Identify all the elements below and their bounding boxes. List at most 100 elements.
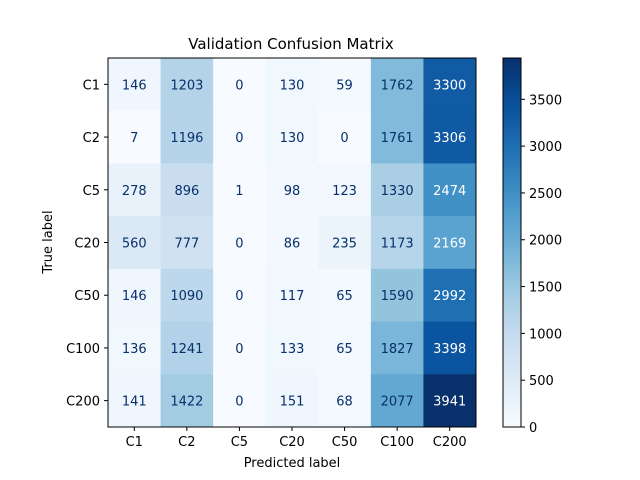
cell-value-label: 151 [280,395,305,410]
cell-value-label: 1203 [170,78,203,93]
colorbar-ticks: 0 500 1000 1500 2000 2500 3000 3500 [521,93,562,436]
matrix-cell [265,110,319,164]
x-tick-label: C5 [231,435,248,450]
matrix-cells [108,58,477,428]
matrix-cell [423,58,477,112]
cell-value-label: 133 [280,342,305,357]
cell-value-label: 777 [174,237,199,252]
y-tick-label: C100 [66,342,100,357]
cell-value-label: 1422 [170,395,203,410]
cell-value-label: 2474 [433,184,466,199]
cell-value-label: 1090 [170,289,203,304]
matrix-cell [318,58,372,112]
matrix-cell [160,321,214,375]
matrix-cell [213,110,267,164]
colorbar-tick-label: 2500 [529,187,562,202]
matrix-cell [265,163,319,217]
matrix-cell [213,374,267,428]
matrix-cell [318,216,372,270]
matrix-cell [318,110,372,164]
matrix-cell [213,216,267,270]
colorbar-tick-label: 1000 [529,327,562,342]
matrix-cell [265,58,319,112]
matrix-cell [423,216,477,270]
cell-value-label: 896 [174,184,199,199]
colorbar-tick-label: 500 [529,374,554,389]
cell-value-label: 0 [235,289,243,304]
matrix-cell [213,163,267,217]
matrix-cell [160,268,214,322]
matrix-cell [108,268,161,322]
matrix-cell [370,374,424,428]
matrix-value-labels: 146 1203 0 130 59 1762 3300 7 1196 0 130 0 1761 3306 2… [122,78,466,409]
cell-value-label: 146 [122,78,147,93]
matrix-cell [423,110,477,164]
colorbar [502,57,522,428]
matrix-cell [108,374,161,428]
matrix-cell [370,321,424,375]
cell-value-label: 2992 [433,289,466,304]
cell-value-label: 0 [340,131,348,146]
matrix-cell [213,58,267,112]
matrix-cell [423,374,477,428]
matrix-cell [108,58,161,112]
cell-value-label: 123 [332,184,357,199]
matrix-cell [423,321,477,375]
matrix-cell [108,110,161,164]
cell-value-label: 560 [122,237,147,252]
cell-value-label: 1173 [381,237,414,252]
cell-value-label: 1330 [381,184,414,199]
chart-title: Validation Confusion Matrix [188,35,394,53]
cell-value-label: 98 [284,184,301,199]
matrix-cell [370,268,424,322]
cell-value-label: 59 [336,78,353,93]
cell-value-label: 68 [336,395,353,410]
colorbar-tick-label: 3000 [529,140,562,155]
matrix-cell [318,163,372,217]
cell-value-label: 117 [280,289,305,304]
matrix-cell [160,110,214,164]
cell-value-label: 7 [130,131,138,146]
x-tick-label: C100 [380,435,414,450]
matrix-cell [160,163,214,217]
colorbar-tick-label: 2000 [529,234,562,249]
cell-value-label: 1196 [170,131,203,146]
x-axis: C1 C2 C5 C20 C50 C100 C200 [126,427,467,450]
x-axis-label: Predicted label [244,456,341,471]
colorbar-tick-label: 3500 [529,93,562,108]
cell-value-label: 0 [235,78,243,93]
cell-value-label: 65 [336,289,353,304]
cell-value-label: 235 [332,237,357,252]
matrix-cell [370,216,424,270]
cell-value-label: 0 [235,131,243,146]
matrix-cell [160,374,214,428]
cell-value-label: 0 [235,395,243,410]
matrix-cell [160,58,214,112]
matrix-cell [213,268,267,322]
cell-value-label: 130 [280,78,305,93]
x-tick-label: C1 [126,435,143,450]
cell-value-label: 141 [122,395,147,410]
cell-value-label: 1762 [381,78,414,93]
cell-value-label: 1241 [170,342,203,357]
matrix-cell [318,374,372,428]
cell-value-label: 130 [280,131,305,146]
y-tick-label: C5 [83,184,100,199]
matrix-cell [265,268,319,322]
y-tick-label: C200 [66,395,100,410]
cell-value-label: 3300 [433,78,466,93]
matrix-cell [370,110,424,164]
cell-value-label: 1 [235,184,243,199]
matrix-cell [318,321,372,375]
matrix-cell [108,321,161,375]
matrix-cell [108,163,161,217]
cell-value-label: 65 [336,342,353,357]
x-tick-label: C50 [332,435,358,450]
cell-value-label: 0 [235,342,243,357]
y-axis: C1 C2 C5 C20 C50 C100 C200 [66,78,108,410]
matrix-cell [160,216,214,270]
matrix-cell [213,321,267,375]
matrix-cell [423,163,477,217]
cell-value-label: 278 [122,184,147,199]
